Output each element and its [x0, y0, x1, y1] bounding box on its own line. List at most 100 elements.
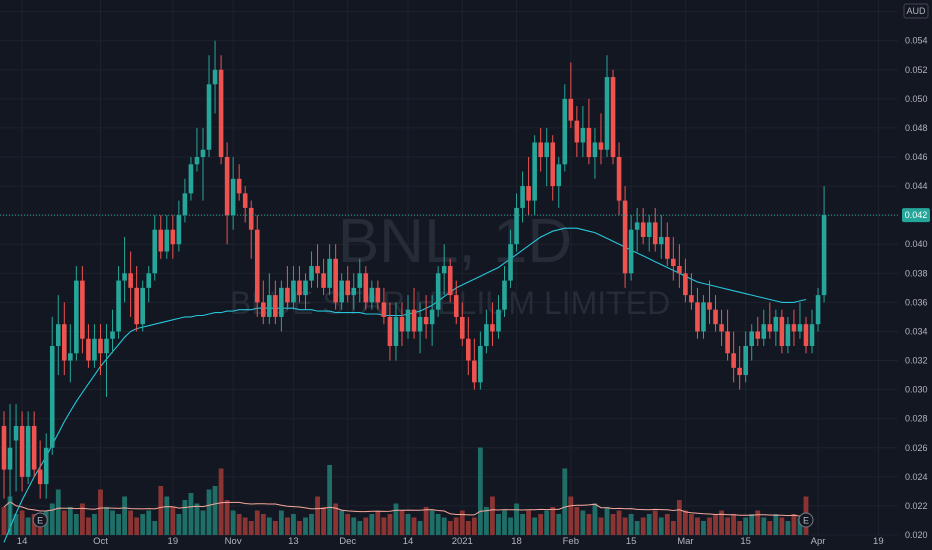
candle[interactable]: [399, 302, 405, 347]
candle[interactable]: [665, 222, 670, 267]
candle[interactable]: [260, 280, 266, 325]
price-axis[interactable]: 0.0560.0540.0520.0500.0480.0460.0440.042…: [905, 7, 928, 540]
candle[interactable]: [146, 266, 152, 303]
candle[interactable]: [429, 295, 435, 347]
candle[interactable]: [254, 215, 260, 317]
candle[interactable]: [7, 404, 13, 535]
candle[interactable]: [466, 316, 471, 376]
candle[interactable]: [363, 266, 369, 310]
candle[interactable]: [586, 98, 592, 165]
candle[interactable]: [200, 127, 206, 201]
candle[interactable]: [646, 215, 652, 252]
candle[interactable]: [309, 251, 314, 288]
candle[interactable]: [604, 55, 610, 158]
candle[interactable]: [689, 273, 694, 310]
candle[interactable]: [182, 178, 188, 223]
candle[interactable]: [713, 295, 718, 332]
candle[interactable]: [116, 266, 121, 339]
candle[interactable]: [188, 157, 194, 201]
candle[interactable]: [755, 316, 761, 347]
candle[interactable]: [803, 316, 809, 354]
candle[interactable]: [743, 331, 748, 383]
candle[interactable]: [568, 62, 574, 128]
candle[interactable]: [13, 404, 19, 492]
candle[interactable]: [267, 273, 272, 325]
candle[interactable]: [248, 200, 254, 259]
candle[interactable]: [574, 106, 580, 158]
candle[interactable]: [236, 164, 242, 201]
candle[interactable]: [496, 295, 501, 339]
candle[interactable]: [821, 186, 827, 303]
candle[interactable]: [134, 266, 139, 332]
candle[interactable]: [447, 258, 453, 303]
earnings-marker[interactable]: E: [798, 512, 814, 528]
candle[interactable]: [749, 324, 755, 361]
candle[interactable]: [610, 69, 616, 165]
candle[interactable]: [683, 258, 688, 303]
candle[interactable]: [526, 157, 531, 216]
candle[interactable]: [43, 433, 49, 499]
candle[interactable]: [176, 200, 182, 252]
candle[interactable]: [532, 135, 537, 216]
candle[interactable]: [791, 309, 797, 347]
candle[interactable]: [152, 215, 158, 281]
time-axis[interactable]: 14 Oct 19 Nov 13 Dec 14 2021 18 Feb 15 Mar 15 Apr 19: [17, 536, 884, 547]
candle[interactable]: [74, 266, 79, 361]
candle[interactable]: [815, 287, 821, 332]
candle[interactable]: [677, 244, 682, 288]
candle[interactable]: [580, 106, 586, 158]
candle[interactable]: [19, 411, 25, 492]
candle[interactable]: [423, 295, 429, 339]
candle[interactable]: [170, 215, 176, 259]
candle[interactable]: [490, 302, 495, 347]
candle[interactable]: [797, 302, 803, 339]
candle[interactable]: [634, 207, 640, 252]
candle[interactable]: [128, 251, 133, 317]
candle[interactable]: [333, 244, 338, 310]
candle[interactable]: [62, 302, 67, 376]
candle[interactable]: [761, 309, 767, 347]
candle[interactable]: [92, 324, 97, 368]
candle[interactable]: [538, 127, 543, 172]
candle[interactable]: [315, 244, 320, 288]
candle[interactable]: [737, 346, 742, 390]
candle[interactable]: [381, 287, 387, 325]
candle[interactable]: [224, 142, 230, 245]
candle[interactable]: [731, 331, 736, 383]
candle[interactable]: [1, 411, 7, 499]
candle[interactable]: [472, 338, 477, 390]
candle[interactable]: [767, 302, 773, 339]
candle[interactable]: [707, 280, 712, 325]
candle[interactable]: [98, 324, 103, 376]
candle[interactable]: [122, 236, 127, 303]
candle[interactable]: [658, 215, 664, 259]
candle[interactable]: [405, 295, 411, 339]
candle[interactable]: [140, 280, 145, 332]
candle[interactable]: [453, 280, 459, 325]
candle[interactable]: [297, 266, 302, 303]
candle[interactable]: [369, 280, 375, 310]
earnings-marker[interactable]: E: [32, 512, 48, 528]
candle[interactable]: [212, 40, 218, 114]
candle[interactable]: [652, 207, 658, 252]
candle[interactable]: [345, 266, 351, 303]
candle[interactable]: [550, 135, 556, 201]
candle[interactable]: [110, 309, 115, 354]
candle[interactable]: [291, 266, 296, 310]
candle[interactable]: [719, 309, 724, 347]
candle[interactable]: [86, 324, 91, 368]
candle[interactable]: [544, 127, 549, 187]
candle[interactable]: [725, 309, 730, 361]
candle[interactable]: [484, 309, 489, 354]
candle[interactable]: [206, 55, 212, 158]
candle[interactable]: [285, 266, 290, 310]
candle[interactable]: [520, 171, 525, 223]
candle[interactable]: [357, 258, 363, 303]
candle[interactable]: [556, 157, 562, 208]
candle[interactable]: [622, 186, 628, 288]
candle[interactable]: [55, 295, 61, 376]
candle[interactable]: [773, 309, 779, 347]
candle[interactable]: [321, 258, 326, 296]
